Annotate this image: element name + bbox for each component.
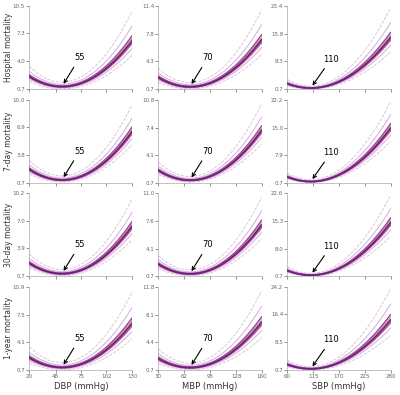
Text: 70: 70 (192, 334, 213, 364)
Y-axis label: 1-year mortality: 1-year mortality (4, 297, 13, 359)
Text: 55: 55 (64, 147, 85, 176)
X-axis label: SBP (mmHg): SBP (mmHg) (312, 382, 366, 391)
X-axis label: MBP (mmHg): MBP (mmHg) (182, 382, 238, 391)
Text: 110: 110 (313, 55, 339, 85)
Y-axis label: 30-day mortality: 30-day mortality (4, 203, 13, 267)
Text: 55: 55 (64, 240, 85, 270)
Text: 55: 55 (64, 53, 85, 83)
Text: 110: 110 (313, 148, 339, 178)
Y-axis label: Hospital mortality: Hospital mortality (4, 13, 13, 82)
Text: 110: 110 (313, 242, 339, 272)
Text: 70: 70 (192, 53, 213, 83)
X-axis label: DBP (mmHg): DBP (mmHg) (54, 382, 108, 391)
Text: 55: 55 (64, 334, 85, 364)
Text: 70: 70 (192, 240, 213, 270)
Text: 70: 70 (192, 147, 213, 177)
Text: 110: 110 (313, 335, 339, 365)
Y-axis label: 7-day mortality: 7-day mortality (4, 111, 13, 171)
